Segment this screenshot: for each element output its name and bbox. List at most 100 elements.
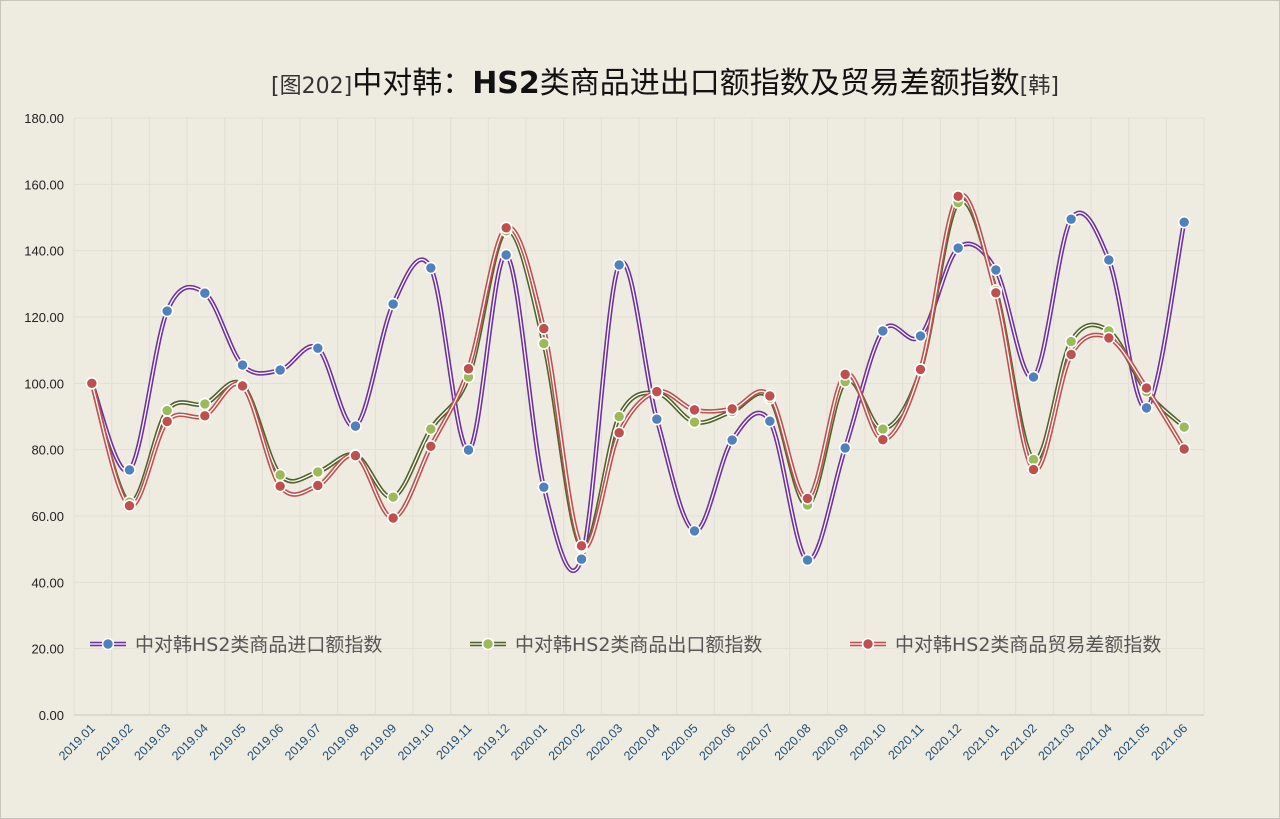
x-tick-label: 2020.09 (809, 721, 851, 763)
data-point (801, 492, 814, 505)
x-tick-label: 2019.11 (433, 721, 474, 762)
legend-marker (101, 637, 115, 651)
x-tick-label: 2020.11 (885, 721, 926, 762)
x-tick-label: 2020.03 (583, 721, 625, 763)
x-tick-label: 2019.10 (395, 721, 437, 763)
x-tick-label: 2019.09 (357, 721, 399, 763)
data-point (914, 329, 927, 343)
data-point (951, 189, 965, 203)
series-line-inner (91, 212, 1185, 572)
data-point (838, 441, 852, 455)
title-hs: HS2 (472, 66, 540, 101)
data-point (499, 248, 513, 262)
y-tick-label: 80.00 (31, 443, 64, 458)
data-point (914, 363, 927, 376)
x-tick-label: 2020.08 (772, 721, 814, 763)
data-point (612, 410, 626, 423)
title-suffix: [韩] (1019, 74, 1059, 99)
data-point (537, 337, 551, 350)
title-rest: 类商品进出口额指数及贸易差额指数 (539, 66, 1020, 101)
data-point (763, 389, 777, 403)
x-tick-label: 2019.01 (56, 721, 98, 763)
data-point (763, 414, 777, 428)
data-point (198, 286, 212, 300)
data-point (725, 433, 739, 447)
data-point (462, 443, 475, 457)
data-point (537, 322, 551, 335)
x-tick-label: 2019.07 (282, 721, 324, 763)
data-point (311, 479, 325, 492)
data-point (1177, 420, 1191, 434)
data-point (1102, 331, 1116, 345)
data-point (688, 524, 701, 538)
data-point (688, 415, 701, 429)
data-point (160, 415, 174, 428)
legend-label: 中对韩HS2类商品贸易差额指数 (895, 634, 1161, 656)
title-main: 中对韩： (352, 66, 473, 101)
data-point (386, 511, 400, 525)
x-tick-label: 2020.07 (734, 721, 776, 763)
x-tick-label: 2019.02 (94, 721, 136, 763)
x-tick-label: 2020.01 (508, 721, 550, 763)
data-point (160, 404, 174, 417)
x-tick-label: 2021.01 (960, 721, 1002, 763)
legend-label: 中对韩HS2类商品进口额指数 (135, 634, 382, 656)
data-point (236, 379, 249, 393)
data-point (160, 304, 174, 318)
data-point (951, 241, 965, 255)
x-tick-label: 2021.06 (1148, 721, 1190, 763)
data-point (876, 422, 890, 436)
data-point (273, 363, 287, 377)
data-point (236, 358, 249, 372)
x-tick-label: 2019.05 (207, 721, 249, 763)
data-point (725, 402, 739, 416)
x-tick-label: 2020.05 (659, 721, 701, 763)
data-point (424, 440, 438, 453)
data-point (801, 553, 814, 567)
data-point (688, 403, 701, 417)
y-tick-label: 0.00 (39, 708, 64, 723)
legend-marker (861, 637, 875, 651)
data-point (1177, 215, 1191, 229)
data-point (424, 261, 438, 275)
data-point (1027, 370, 1040, 384)
title-prefix: [图202] (271, 74, 353, 99)
data-point (838, 368, 852, 381)
x-tick-label: 2021.04 (1073, 721, 1115, 763)
x-tick-label: 2019.06 (244, 721, 286, 763)
x-tick-label: 2020.06 (696, 721, 738, 763)
x-tick-label: 2021.02 (998, 721, 1040, 763)
data-point (198, 409, 212, 423)
y-tick-label: 140.00 (24, 244, 64, 259)
x-tick-label: 2020.04 (621, 721, 663, 763)
data-point (1027, 463, 1040, 476)
y-tick-label: 100.00 (24, 376, 64, 391)
legend-marker (481, 637, 495, 651)
data-point (989, 263, 1003, 277)
x-tick-label: 2020.10 (847, 721, 889, 763)
x-tick-label: 2020.02 (546, 721, 588, 763)
data-point (349, 449, 362, 462)
data-point (499, 221, 513, 235)
data-point (462, 362, 475, 376)
data-point (1064, 212, 1078, 226)
x-tick-label: 2021.05 (1111, 721, 1153, 763)
data-point (650, 385, 664, 398)
data-point (989, 286, 1003, 300)
y-tick-label: 120.00 (24, 310, 64, 325)
data-point (575, 552, 588, 566)
series-1 (89, 210, 1187, 574)
data-point (311, 341, 325, 355)
data-point (1140, 401, 1153, 415)
data-point (273, 468, 287, 482)
data-point (537, 480, 551, 494)
y-tick-label: 160.00 (24, 177, 64, 192)
data-point (273, 479, 287, 493)
y-tick-label: 40.00 (31, 575, 64, 590)
data-point (386, 490, 400, 504)
x-tick-label: 2019.03 (131, 721, 173, 763)
data-point (349, 419, 362, 433)
data-point (123, 463, 136, 477)
data-point (386, 297, 400, 311)
